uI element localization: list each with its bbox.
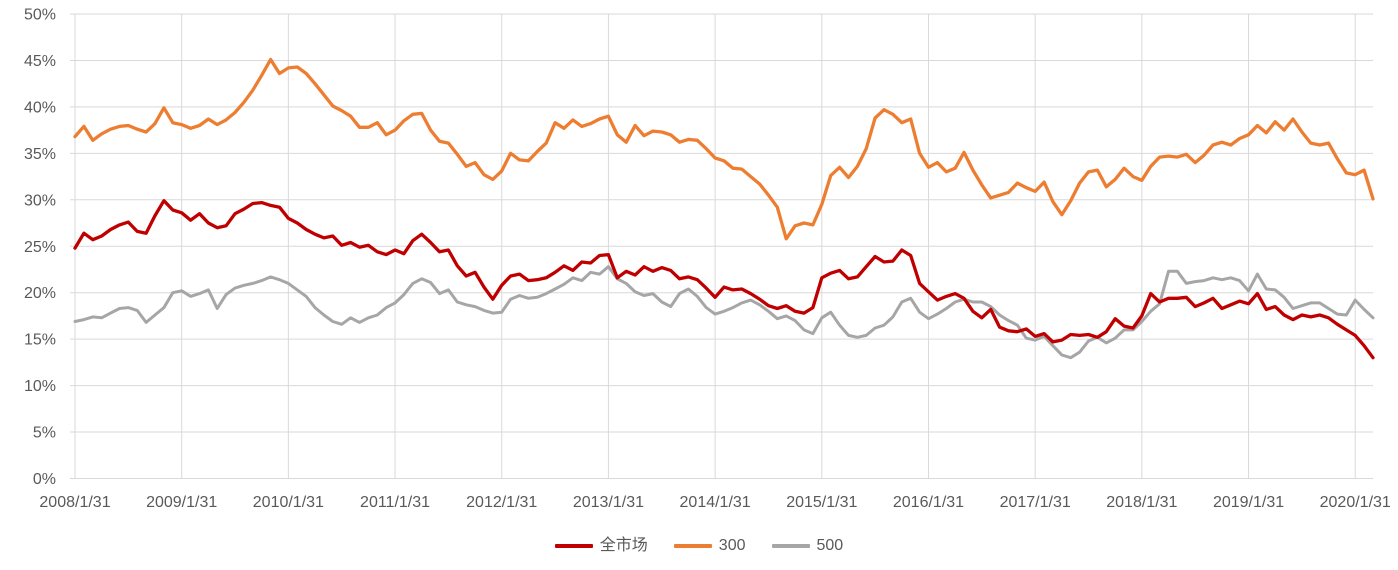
x-axis-tick-label: 2014/1/31 (680, 494, 751, 511)
series-line-500 (73, 265, 1375, 360)
legend-swatch (771, 544, 810, 548)
chart-legend: 全市场 300 500 (0, 538, 1398, 554)
x-axis-tick-label: 2013/1/31 (573, 494, 644, 511)
line-chart-svg: 0% 5% 10% 15% 20% 25% 30% 35% 40% 45% 50% 2008/1/31… (24, 7, 1391, 512)
x-axis-tick-label: 2020/1/31 (1320, 494, 1391, 511)
legend-item-all-market: 全市场 (554, 537, 648, 554)
legend-item-300: 300 (673, 537, 746, 554)
y-axis-tick-label: 0% (33, 471, 56, 488)
x-axis-tick-label: 2018/1/31 (1106, 494, 1177, 511)
series-line-all-market (73, 199, 1375, 360)
x-axis-tick-label: 2009/1/31 (146, 494, 217, 511)
y-axis-tick-label: 20% (24, 285, 56, 302)
x-axis-tick-label: 2008/1/31 (39, 494, 110, 511)
y-axis-tick-label: 5% (33, 425, 56, 442)
legend-swatch (673, 544, 712, 548)
y-axis-tick-label: 45% (24, 53, 56, 70)
x-axis-tick-label: 2010/1/31 (253, 494, 324, 511)
x-axis-tick-label: 2012/1/31 (466, 494, 537, 511)
series-line-300 (73, 57, 1375, 241)
legend-item-500: 500 (771, 537, 844, 554)
x-axis-tick-label: 2017/1/31 (1000, 494, 1071, 511)
legend-swatch (554, 544, 593, 548)
x-axis-tick-label: 2015/1/31 (786, 494, 857, 511)
legend-label: 全市场 (599, 537, 648, 554)
y-axis-tick-label: 50% (24, 7, 56, 24)
x-axis-tick-label: 2011/1/31 (360, 494, 430, 511)
y-axis-tick-label: 40% (24, 99, 56, 116)
y-axis-tick-label: 25% (24, 239, 56, 256)
y-axis-tick-label: 35% (24, 146, 56, 163)
y-axis-tick-label: 10% (24, 378, 56, 395)
x-axis-tick-label: 2016/1/31 (893, 494, 964, 511)
y-axis-tick-label: 15% (24, 332, 56, 349)
legend-label: 300 (718, 537, 746, 554)
y-axis-tick-label: 30% (24, 192, 56, 209)
legend-label: 500 (816, 537, 844, 554)
x-axis-tick-label: 2019/1/31 (1213, 494, 1284, 511)
